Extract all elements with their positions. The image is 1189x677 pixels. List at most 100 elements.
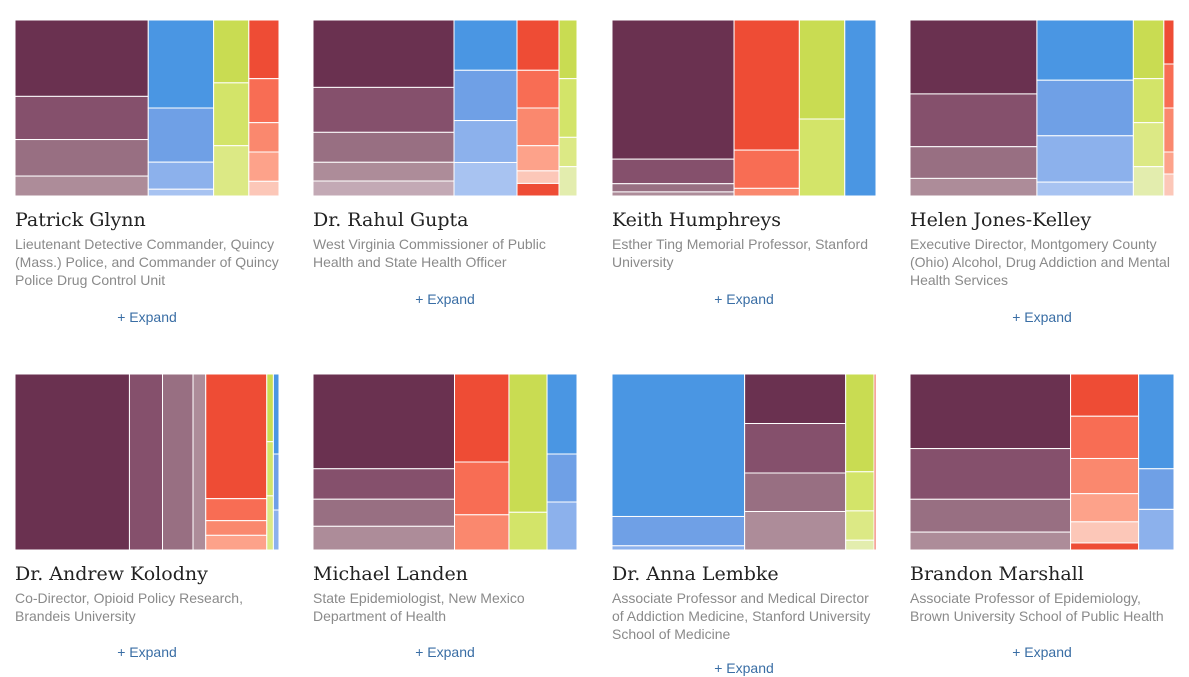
treemap-cell[interactable] [205, 498, 268, 522]
treemap-cell[interactable] [147, 107, 215, 163]
treemap-cell[interactable] [213, 82, 250, 147]
treemap-cell[interactable] [612, 374, 746, 517]
treemap-cell[interactable] [248, 180, 279, 196]
treemap-cell[interactable] [845, 510, 875, 541]
treemap-cell[interactable] [1163, 107, 1174, 153]
treemap-cell[interactable] [612, 158, 735, 185]
treemap-cell[interactable] [558, 78, 577, 138]
treemap-cell[interactable] [612, 183, 735, 193]
treemap-cell[interactable] [798, 118, 846, 196]
treemap-cell[interactable] [612, 191, 735, 196]
treemap-cell[interactable] [1163, 63, 1174, 109]
expand-link[interactable]: + Expand [415, 644, 475, 660]
treemap-cell[interactable] [266, 374, 274, 443]
treemap-cell[interactable] [128, 374, 164, 550]
treemap-cell[interactable] [1163, 151, 1174, 175]
treemap-cell[interactable] [844, 20, 876, 196]
treemap-cell[interactable] [733, 20, 800, 151]
treemap-cell[interactable] [248, 151, 279, 182]
treemap-cell[interactable] [213, 145, 250, 196]
treemap-cell[interactable] [516, 20, 560, 71]
treemap-cell[interactable] [248, 122, 279, 153]
treemap-cell[interactable] [516, 182, 560, 196]
treemap-cell[interactable] [313, 525, 456, 550]
treemap-cell[interactable] [546, 501, 577, 550]
treemap-cell[interactable] [15, 374, 130, 550]
treemap-cell[interactable] [910, 20, 1038, 95]
treemap-cell[interactable] [744, 511, 847, 551]
treemap-cell[interactable] [272, 509, 279, 550]
expand-link[interactable]: + Expand [117, 644, 177, 660]
treemap-cell[interactable] [15, 175, 149, 196]
treemap-cell[interactable] [733, 187, 800, 196]
treemap-cell[interactable] [546, 374, 577, 455]
treemap-cell[interactable] [147, 161, 215, 190]
treemap-cell[interactable] [798, 20, 846, 120]
treemap-cell[interactable] [873, 374, 876, 550]
treemap-cell[interactable] [313, 20, 455, 88]
treemap-cell[interactable] [453, 69, 518, 122]
treemap-cell[interactable] [1070, 415, 1140, 459]
treemap-cell[interactable] [1132, 122, 1165, 168]
treemap-cell[interactable] [1138, 468, 1174, 510]
treemap-cell[interactable] [1036, 135, 1134, 183]
treemap-cell[interactable] [910, 498, 1072, 533]
treemap-cell[interactable] [1036, 79, 1134, 137]
treemap-cell[interactable] [205, 374, 268, 500]
expand-link[interactable]: + Expand [415, 291, 475, 307]
treemap-cell[interactable] [313, 498, 456, 527]
treemap-cell[interactable] [1070, 521, 1140, 544]
treemap-cell[interactable] [266, 495, 274, 550]
treemap-cell[interactable] [612, 515, 746, 547]
treemap-cell[interactable] [248, 78, 279, 124]
treemap-cell[interactable] [453, 20, 518, 71]
treemap-cell[interactable] [910, 531, 1072, 550]
treemap-cell[interactable] [1138, 508, 1174, 550]
treemap-cell[interactable] [272, 374, 279, 455]
treemap-cell[interactable] [313, 180, 455, 196]
treemap-cell[interactable] [15, 95, 149, 141]
treemap-cell[interactable] [313, 86, 455, 133]
treemap-cell[interactable] [516, 107, 560, 147]
treemap-cell[interactable] [192, 374, 207, 550]
treemap-cell[interactable] [313, 374, 456, 470]
treemap-cell[interactable] [15, 139, 149, 177]
expand-link[interactable]: + Expand [1012, 644, 1072, 660]
treemap-cell[interactable] [516, 69, 560, 109]
treemap-cell[interactable] [508, 374, 548, 513]
treemap-cell[interactable] [516, 170, 560, 184]
treemap-cell[interactable] [1138, 374, 1174, 470]
treemap-cell[interactable] [1036, 20, 1134, 81]
treemap-cell[interactable] [910, 146, 1038, 179]
expand-link[interactable]: + Expand [1012, 309, 1072, 325]
treemap-cell[interactable] [1070, 457, 1140, 495]
treemap-cell[interactable] [733, 149, 800, 189]
treemap-cell[interactable] [612, 20, 735, 160]
treemap-cell[interactable] [454, 374, 510, 463]
treemap-cell[interactable] [272, 453, 279, 511]
treemap-cell[interactable] [1163, 20, 1174, 65]
treemap-cell[interactable] [313, 161, 455, 182]
treemap-cell[interactable] [205, 520, 268, 536]
treemap-cell[interactable] [845, 471, 875, 512]
expand-link[interactable]: + Expand [714, 291, 774, 307]
treemap-cell[interactable] [910, 93, 1038, 148]
treemap-cell[interactable] [910, 177, 1038, 196]
treemap-cell[interactable] [516, 145, 560, 172]
treemap-cell[interactable] [1132, 20, 1165, 80]
treemap-cell[interactable] [1163, 173, 1174, 196]
treemap-cell[interactable] [1132, 166, 1165, 196]
treemap-cell[interactable] [558, 136, 577, 168]
treemap-cell[interactable] [1070, 374, 1140, 417]
treemap-cell[interactable] [162, 374, 194, 550]
treemap-cell[interactable] [910, 374, 1072, 450]
treemap-cell[interactable] [744, 374, 847, 424]
treemap-cell[interactable] [845, 539, 875, 550]
treemap-cell[interactable] [454, 461, 510, 516]
treemap-cell[interactable] [313, 468, 456, 500]
treemap-cell[interactable] [15, 20, 149, 97]
treemap-cell[interactable] [845, 374, 875, 473]
treemap-cell[interactable] [1070, 493, 1140, 523]
treemap-cell[interactable] [453, 161, 518, 196]
treemap-cell[interactable] [1036, 181, 1134, 196]
